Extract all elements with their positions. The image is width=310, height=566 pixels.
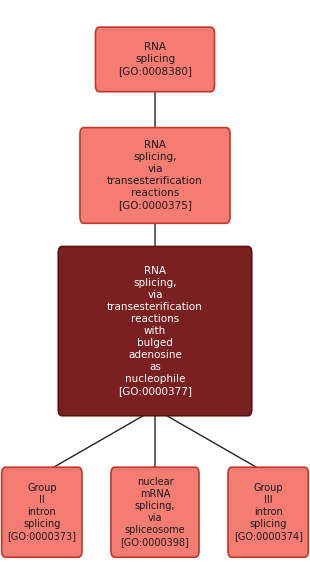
Text: RNA
splicing,
via
transesterification
reactions
[GO:0000375]: RNA splicing, via transesterification re… bbox=[107, 140, 203, 211]
Text: Group
II
intron
splicing
[GO:0000373]: Group II intron splicing [GO:0000373] bbox=[7, 483, 76, 541]
Text: RNA
splicing,
via
transesterification
reactions
with
bulged
adenosine
as
nucleop: RNA splicing, via transesterification re… bbox=[107, 266, 203, 396]
FancyBboxPatch shape bbox=[228, 468, 308, 557]
FancyBboxPatch shape bbox=[58, 247, 252, 415]
Text: Group
III
intron
splicing
[GO:0000374]: Group III intron splicing [GO:0000374] bbox=[234, 483, 303, 541]
Text: RNA
splicing
[GO:0008380]: RNA splicing [GO:0008380] bbox=[118, 42, 192, 76]
Text: nuclear
mRNA
splicing,
via
spliceosome
[GO:0000398]: nuclear mRNA splicing, via spliceosome [… bbox=[121, 477, 189, 547]
FancyBboxPatch shape bbox=[111, 468, 199, 557]
FancyBboxPatch shape bbox=[95, 27, 215, 92]
FancyBboxPatch shape bbox=[2, 468, 82, 557]
FancyBboxPatch shape bbox=[80, 128, 230, 224]
